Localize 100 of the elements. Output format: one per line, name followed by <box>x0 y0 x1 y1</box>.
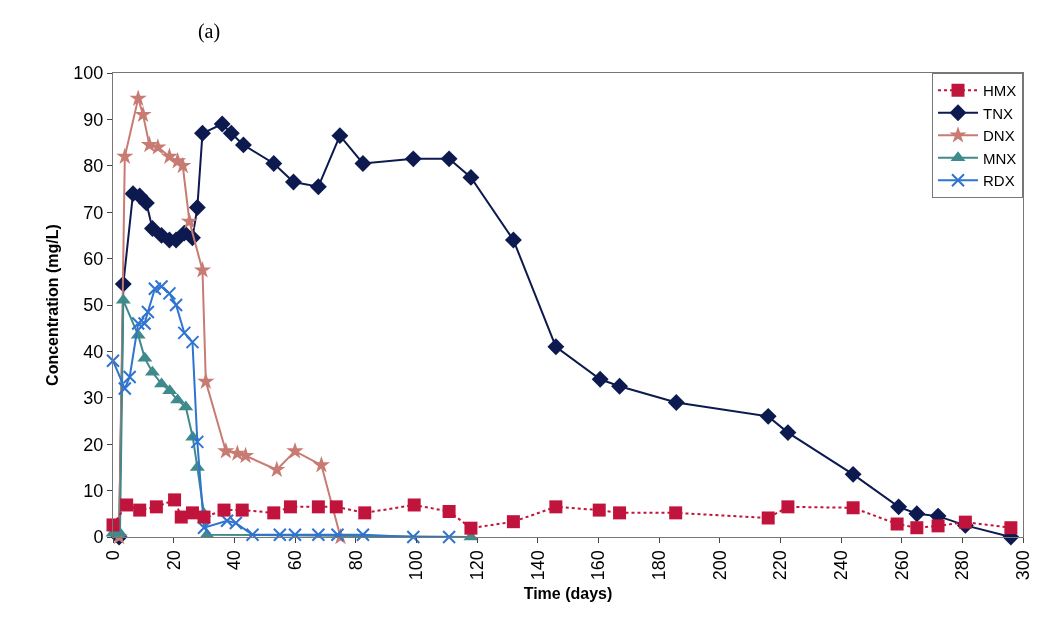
point <box>197 520 211 535</box>
point <box>174 510 188 524</box>
point <box>180 212 199 229</box>
point <box>613 506 627 520</box>
point <box>134 105 152 123</box>
point <box>286 442 304 459</box>
point <box>779 424 797 442</box>
point <box>329 500 343 514</box>
y-tick-label: 10 <box>83 480 104 501</box>
point <box>890 517 904 531</box>
x-tick-label: 40 <box>224 550 245 571</box>
point <box>506 515 520 529</box>
x-tick-label: 300 <box>1012 550 1033 581</box>
point <box>217 503 231 517</box>
point <box>404 150 422 168</box>
legend-label: TNX <box>983 104 1013 122</box>
point <box>122 369 137 384</box>
point <box>143 219 161 237</box>
point <box>330 527 345 542</box>
point <box>1004 521 1018 535</box>
point <box>761 511 775 525</box>
point <box>592 503 606 517</box>
point <box>217 442 235 459</box>
point <box>958 515 972 529</box>
legend-label: MNX <box>983 149 1017 167</box>
point <box>442 530 457 544</box>
legend-label: HMX <box>983 82 1017 100</box>
point <box>440 150 458 168</box>
legend-label: RDX <box>983 172 1015 190</box>
y-tick-label: 40 <box>83 341 104 362</box>
x-tick-label: 100 <box>406 550 427 581</box>
legend-label: DNX <box>983 127 1015 145</box>
point <box>331 127 349 145</box>
x-tick-label: 80 <box>345 550 366 571</box>
point <box>185 335 200 350</box>
point <box>169 298 184 312</box>
y-tick-label: 70 <box>83 202 104 223</box>
point <box>129 89 147 106</box>
point <box>190 434 205 449</box>
point <box>908 505 926 523</box>
point <box>149 500 163 514</box>
point <box>547 338 565 356</box>
point <box>781 500 795 514</box>
point <box>133 503 147 517</box>
point <box>245 527 260 542</box>
point <box>106 518 120 532</box>
point <box>168 493 182 507</box>
point <box>846 501 860 515</box>
point <box>591 370 609 388</box>
point <box>309 178 327 196</box>
point <box>844 465 862 483</box>
point <box>311 500 325 514</box>
x-tick-label: 280 <box>952 550 973 581</box>
point <box>464 521 478 535</box>
point <box>235 503 249 517</box>
point <box>147 281 162 296</box>
point <box>137 194 155 212</box>
point <box>312 455 331 473</box>
x-tick-label: 120 <box>466 550 487 581</box>
point <box>268 460 286 478</box>
point <box>213 115 231 133</box>
point <box>759 407 777 425</box>
y-tick-label: 0 <box>93 527 104 548</box>
y-tick-label: 60 <box>83 248 104 269</box>
x-tick-label: 160 <box>588 550 609 581</box>
x-tick-label: 180 <box>648 550 669 581</box>
point <box>117 381 132 396</box>
point <box>131 316 146 331</box>
point <box>265 155 283 172</box>
point <box>162 286 177 301</box>
point <box>222 124 240 142</box>
point <box>137 316 152 331</box>
point <box>188 199 206 217</box>
y-tick-label: 50 <box>83 295 104 316</box>
point <box>197 510 211 524</box>
point <box>669 506 683 520</box>
point <box>890 498 908 516</box>
point <box>311 527 326 542</box>
point <box>197 372 215 389</box>
point <box>154 279 169 294</box>
point <box>354 155 372 172</box>
y-tick-label: 30 <box>83 388 104 409</box>
y-tick-label: 80 <box>83 156 104 177</box>
point <box>910 521 924 535</box>
point <box>611 377 629 395</box>
point <box>442 504 456 518</box>
y-axis-title: Concentration (mg/L) <box>44 224 62 386</box>
x-tick-label: 60 <box>284 550 305 571</box>
point <box>407 498 421 512</box>
point <box>283 500 297 514</box>
point <box>285 173 302 191</box>
point <box>504 231 522 249</box>
x-tick-label: 260 <box>891 550 912 581</box>
x-axis-title: Time (days) <box>523 584 613 602</box>
y-tick-label: 90 <box>83 109 104 130</box>
point <box>462 168 480 186</box>
chart-title: (a) <box>197 20 221 43</box>
x-tick-label: 0 <box>102 550 123 561</box>
point <box>355 527 370 542</box>
x-tick-label: 200 <box>709 550 730 581</box>
